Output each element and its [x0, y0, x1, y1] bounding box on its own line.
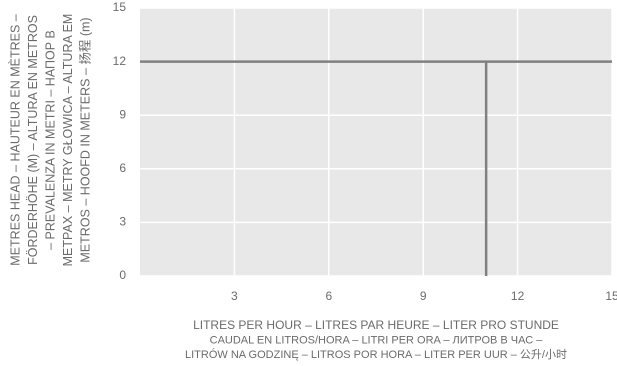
x-axis-label: CAUDAL EN LITROS/HORA – LITRI PER ORA – … [210, 334, 544, 346]
y-tick-label: 3 [119, 215, 126, 229]
x-tick-label: 9 [420, 289, 427, 303]
y-tick-label: 12 [113, 54, 127, 68]
y-axis-label: FÖRDERHÖHE (M) – ALTURA EN METROS [26, 15, 40, 265]
y-tick-label: 15 [113, 0, 127, 14]
y-axis-label: METROS – HOOFD IN METERS – 扬程 (m) [77, 17, 92, 262]
x-tick-label: 15 [605, 289, 617, 303]
plot-area [140, 8, 612, 276]
x-tick-label: 3 [231, 289, 238, 303]
y-axis-label: МЕТРАХ – METRY GŁOWICA – ALTURA EM [61, 14, 75, 267]
x-axis-label: LITRES PER HOUR – LITRES PAR HEURE – LIT… [193, 318, 559, 332]
y-tick-label: 9 [119, 107, 126, 121]
x-axis-label: LITRÓW NA GODZINĘ – LITROS POR HORA – LI… [185, 348, 567, 361]
x-tick-label: 12 [511, 289, 525, 303]
y-tick-label: 0 [119, 268, 126, 282]
x-tick-label: 6 [325, 289, 332, 303]
y-axis-label: METRES HEAD – HAUTEUR EN MÈTRES – [7, 14, 22, 265]
y-axis-label: – PREVALENZA IN METRI – НАПОР В [43, 30, 57, 250]
y-tick-label: 6 [119, 161, 126, 175]
